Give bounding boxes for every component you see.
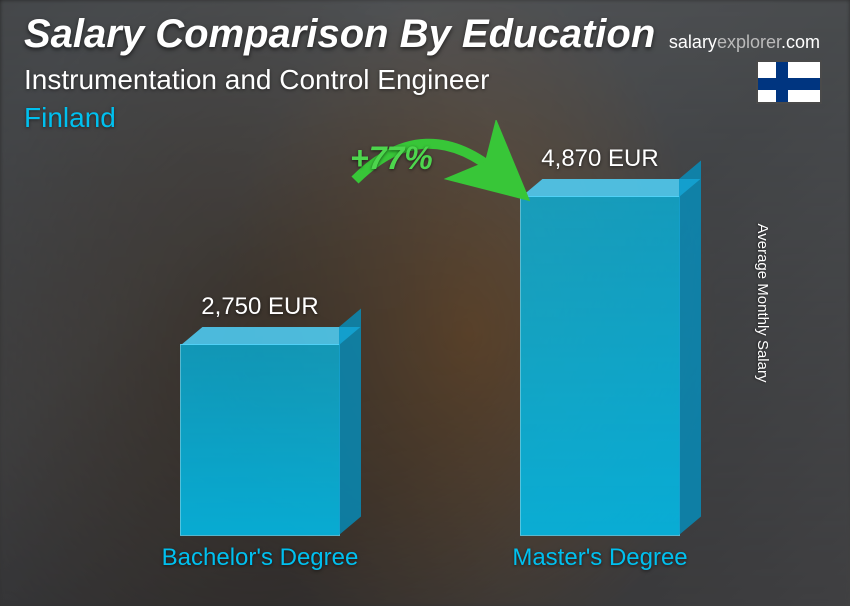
job-title: Instrumentation and Control Engineer [24,64,489,96]
bar-side-face [339,309,361,535]
bar-label: Master's Degree [512,544,687,572]
bar-side-face [679,161,701,535]
country-name: Finland [24,102,116,134]
bar-value: 2,750 EUR [201,293,318,321]
brand-suffix: .com [781,32,820,52]
finland-flag-icon [756,60,822,104]
bar-rect: 2,750 EUR [180,344,340,536]
bar-rect: 4,870 EUR [520,196,680,536]
brand-mid: explorer [717,32,781,52]
bar-value: 4,870 EUR [541,145,658,173]
brand-prefix: salary [669,32,717,52]
increase-percentage: +77% [350,140,433,177]
bar-bachelors: 2,750 EUR Bachelor's Degree [180,344,340,536]
bar-top-face [521,179,700,197]
bar-top-face [181,327,360,345]
bar-masters: 4,870 EUR Master's Degree [520,196,680,536]
bar-label: Bachelor's Degree [162,544,359,572]
page-title: Salary Comparison By Education [24,12,655,57]
content-layer: Salary Comparison By Education Instrumen… [0,0,850,606]
bar-chart: 2,750 EUR Bachelor's Degree 4,870 EUR Ma… [140,160,790,576]
brand-label: salaryexplorer.com [669,32,820,53]
